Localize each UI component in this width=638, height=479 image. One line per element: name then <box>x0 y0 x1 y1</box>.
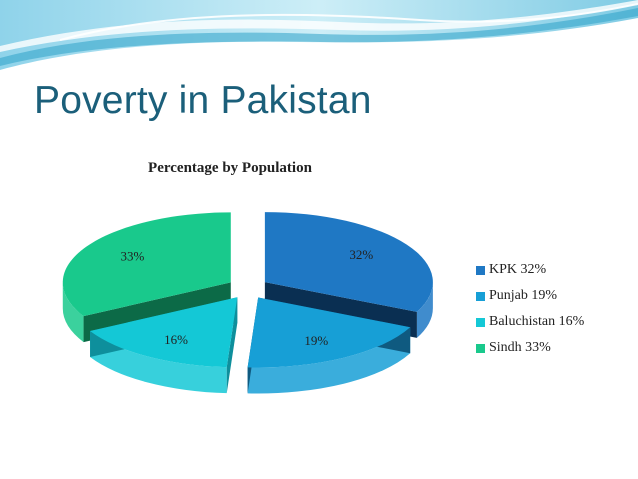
chart-title: Percentage by Population <box>148 160 313 176</box>
data-label-baluchistan: 16% <box>164 332 188 347</box>
pie-slice-baluchistan-outer-side <box>90 331 227 394</box>
pie-slice-baluchistan-top <box>90 297 238 368</box>
legend-item-punjab: Punjab 19% <box>476 283 584 309</box>
legend-item-kpk: KPK 32% <box>476 257 584 283</box>
pie-slice-sindh-top <box>62 212 231 317</box>
pie-slice-kpk-outer-side <box>416 282 433 338</box>
pie-slice-baluchistan <box>90 297 238 394</box>
pie-slice-kpk-top <box>264 212 433 312</box>
legend-swatch-baluchistan <box>476 317 485 327</box>
pie-slice-punjab-top <box>247 297 411 368</box>
legend-label-punjab: Punjab 19% <box>489 288 558 303</box>
pie-slice-sindh-outer-side <box>62 282 84 343</box>
legend-swatch-kpk <box>476 265 485 275</box>
pie-slice-punjab <box>247 297 411 394</box>
legend-swatch-punjab <box>476 291 485 301</box>
legend-item-baluchistan: Baluchistan 16% <box>476 309 584 335</box>
pie-slice-punjab-outer-side <box>247 327 411 394</box>
legend-label-baluchistan: Baluchistan 16% <box>489 314 585 329</box>
chart-legend: KPK 32% Punjab 19% Baluchistan 16% Sindh 33… <box>476 257 584 361</box>
data-label-punjab: 19% <box>304 333 328 348</box>
data-label-kpk: 32% <box>349 247 373 262</box>
header-wave-banner <box>0 0 638 70</box>
data-label-sindh: 33% <box>121 249 145 264</box>
legend-label-sindh: Sindh 33% <box>489 340 551 355</box>
pie-group: 32% 19% 16% 33% <box>62 212 433 394</box>
legend-swatch-sindh <box>476 343 485 353</box>
legend-label-kpk: KPK 32% <box>489 262 547 277</box>
legend-item-sindh: Sindh 33% <box>476 335 584 361</box>
slide-title: Poverty in Pakistan <box>34 79 372 122</box>
